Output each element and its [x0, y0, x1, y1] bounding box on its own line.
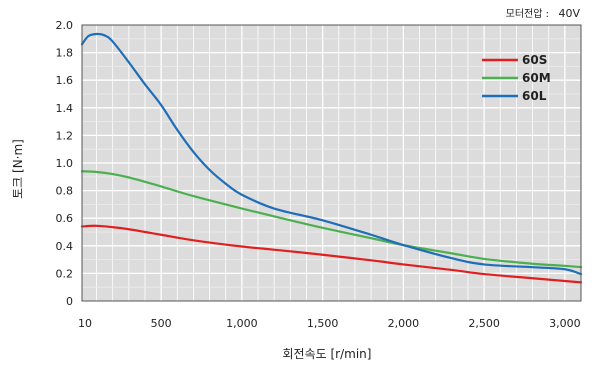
y-tick-label: 0.8 [56, 185, 74, 198]
motor-voltage-label: 모터전압 : [506, 7, 549, 20]
x-axis-label: 회전속도 [r/min] [283, 347, 372, 361]
x-tick-label: 2,500 [468, 317, 500, 330]
x-tick-label: 500 [151, 317, 172, 330]
plot-area-border [81, 24, 582, 302]
y-tick-label: 0.6 [56, 212, 74, 225]
y-axis-label: 토크 [N·m] [11, 139, 25, 199]
legend-label-60m: 60M [522, 71, 551, 85]
series-lines [80, 32, 583, 284]
legend: 60S 60M 60L [482, 53, 551, 103]
x-tick-label: 10 [78, 317, 92, 330]
y-tick-label: 0.4 [56, 240, 74, 253]
x-tick-label: 3,000 [549, 317, 581, 330]
x-tick-labels: 10 500 1,000 1,500 2,000 2,500 3,000 [78, 317, 581, 330]
legend-label-60s: 60S [522, 53, 547, 67]
x-tick-label: 2,000 [388, 317, 420, 330]
y-tick-label: 1.0 [56, 157, 74, 170]
y-tick-label: 1.8 [56, 47, 74, 60]
y-tick-labels: 0 0.2 0.4 0.6 0.8 1.0 1.2 1.4 1.6 1.8 2.0 [56, 19, 74, 308]
grid [82, 25, 581, 301]
legend-label-60l: 60L [522, 89, 547, 103]
series-line-60s [80, 224, 583, 284]
series-line-60m [80, 170, 583, 269]
series-line-60l [80, 32, 583, 276]
motor-voltage-value: 40V [558, 7, 580, 20]
y-tick-label: 1.2 [56, 129, 74, 142]
y-tick-label: 0.2 [56, 267, 74, 280]
x-tick-label: 1,000 [226, 317, 258, 330]
x-tick-label: 1,500 [307, 317, 339, 330]
y-tick-label: 1.4 [56, 102, 74, 115]
y-tick-label: 0 [66, 295, 73, 308]
y-tick-label: 1.6 [56, 74, 74, 87]
y-tick-label: 2.0 [56, 19, 74, 32]
